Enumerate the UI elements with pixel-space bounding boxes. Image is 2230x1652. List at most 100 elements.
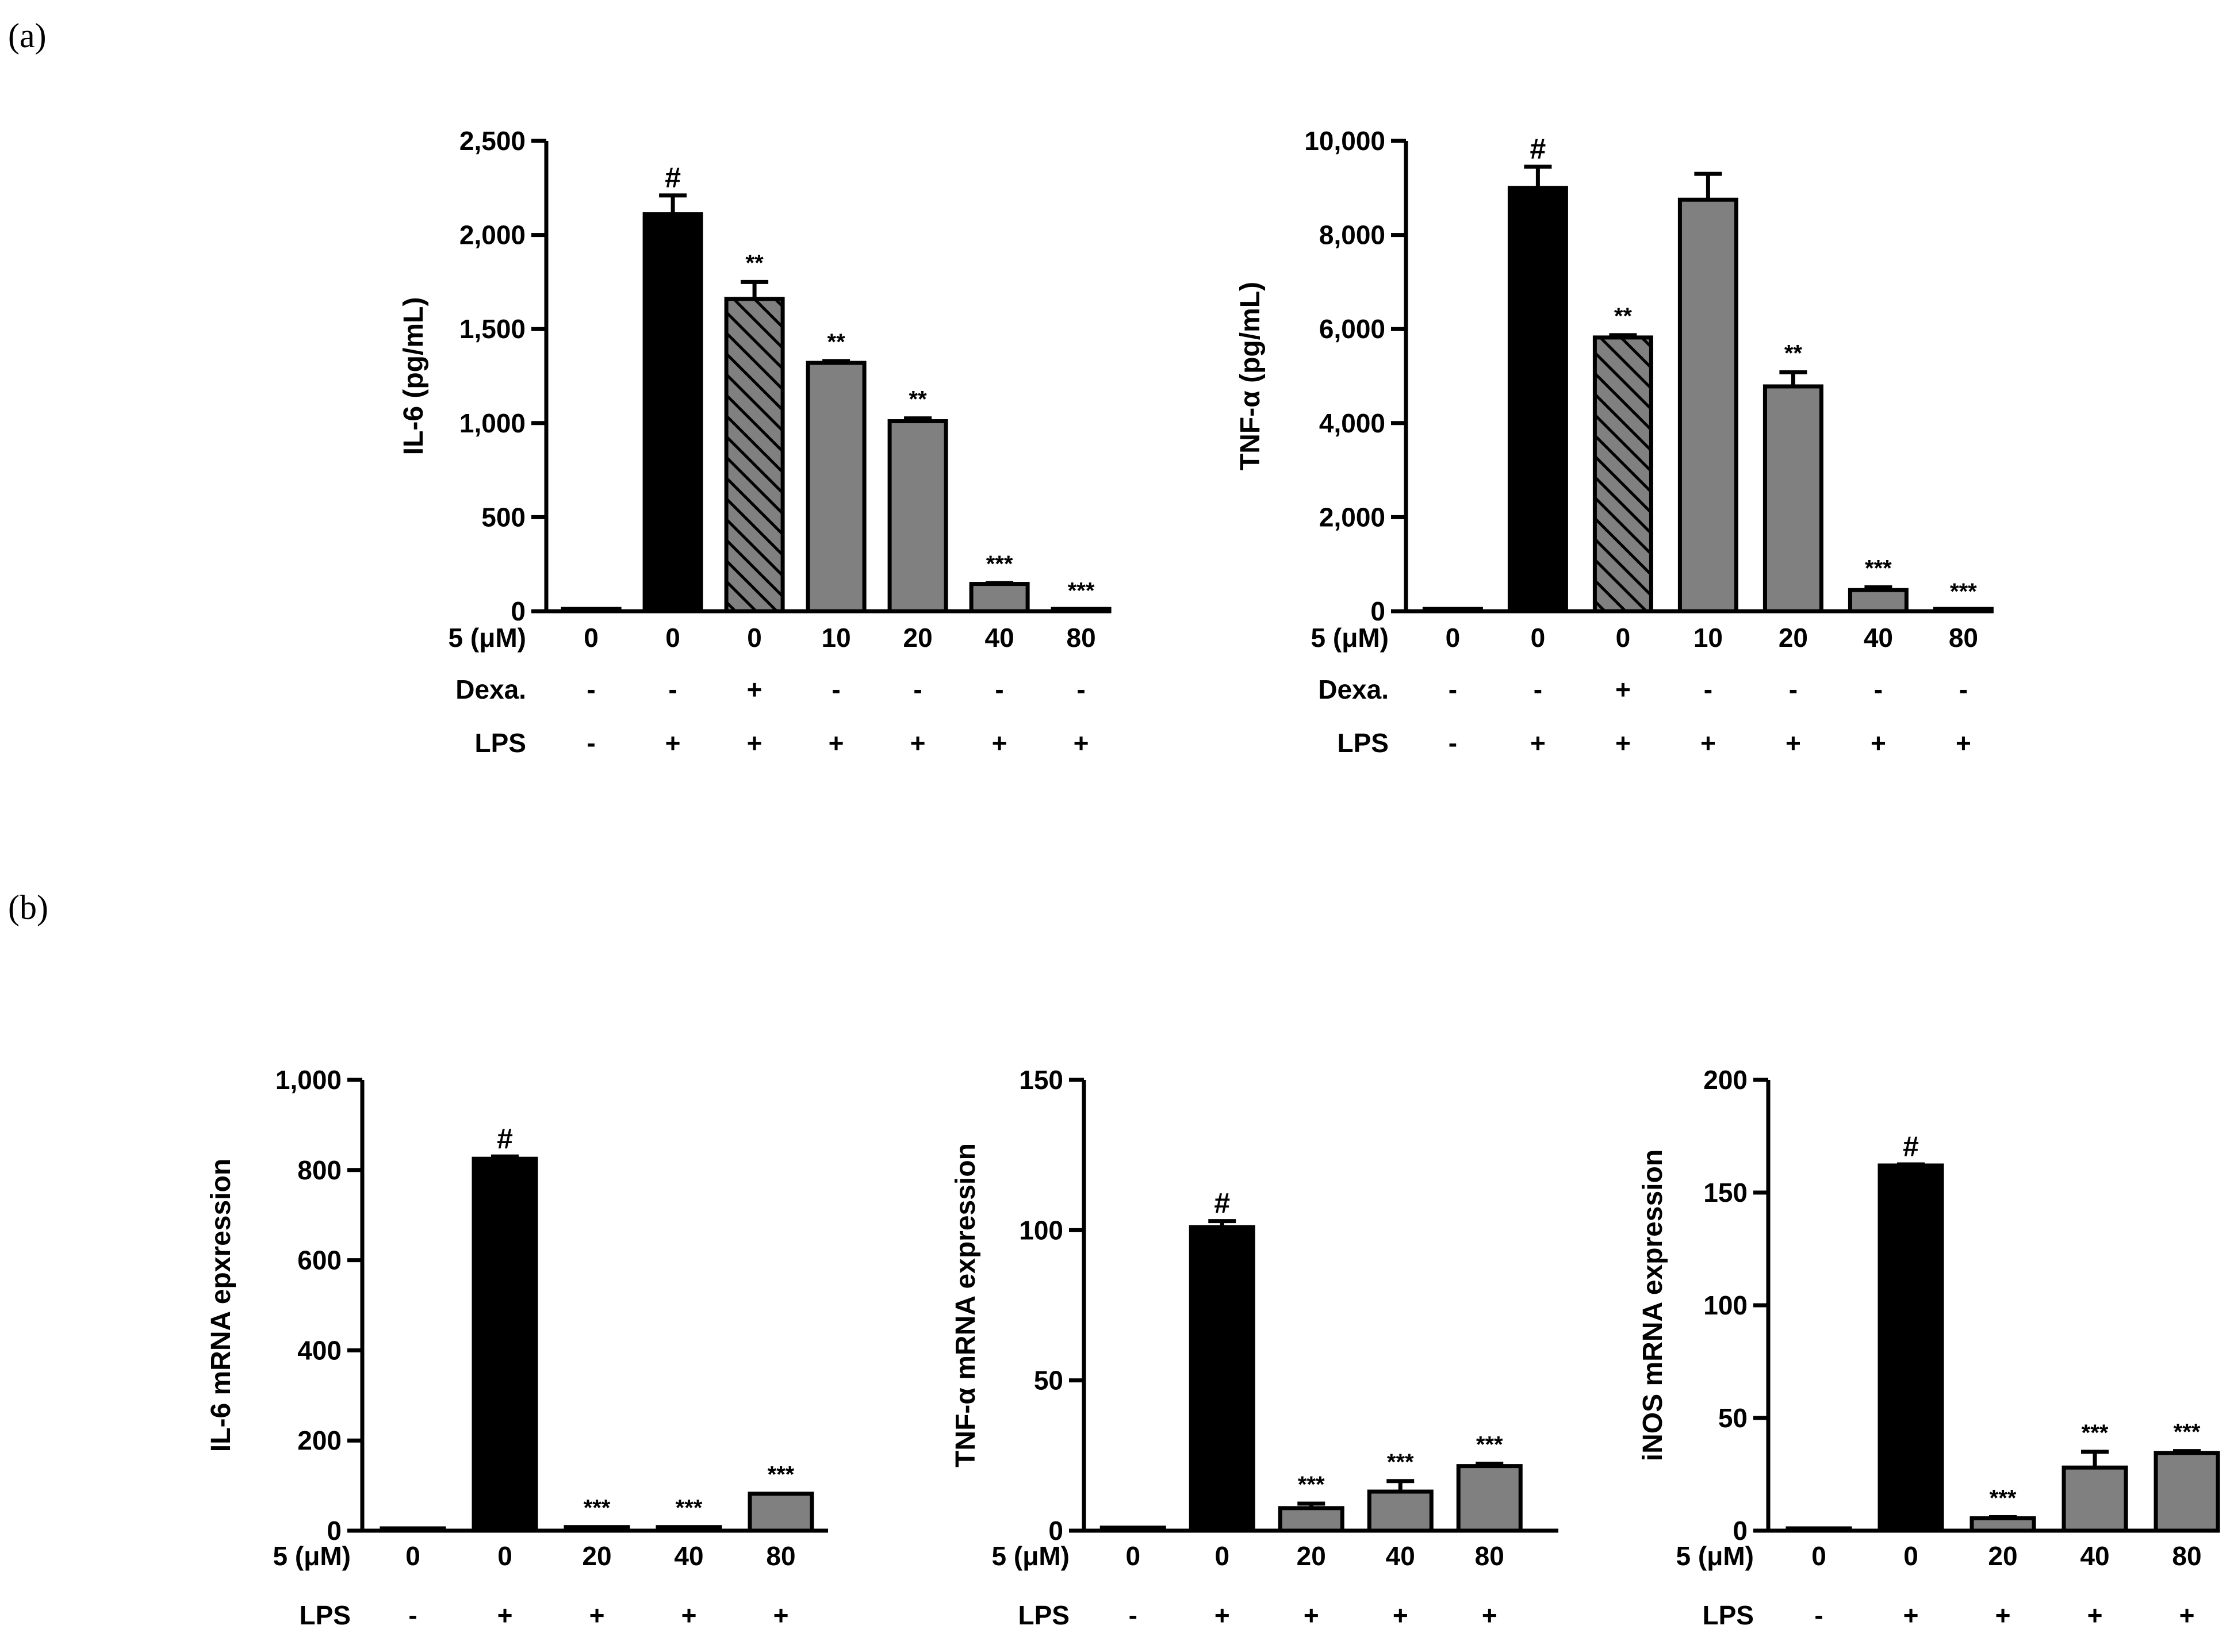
error-bar-3 [1609, 333, 1637, 338]
y-tick-label: 6,000 [1319, 314, 1385, 344]
y-tick-label: 8,000 [1319, 220, 1385, 250]
y-tick-label: 1,000 [275, 1065, 342, 1095]
error-bar-6 [1864, 585, 1892, 591]
y-tick-label: 1,500 [459, 314, 526, 344]
category-label: + [665, 728, 681, 758]
category-label: - [1789, 674, 1798, 704]
error-bar-2 [1208, 1219, 1236, 1228]
panel-label-b: (b) [8, 888, 48, 926]
error-bar-3 [741, 279, 769, 299]
category-label: + [1700, 728, 1716, 758]
category-label: 0 [1903, 1541, 1918, 1571]
category-label: + [1530, 728, 1546, 758]
bar-5 [1456, 1464, 1523, 1533]
category-label: 20 [1297, 1541, 1326, 1571]
y-tick-label: 0 [1370, 596, 1385, 626]
y-axis-title: TNF-α mRNA expression [951, 1143, 981, 1467]
category-label: 10 [1693, 623, 1723, 653]
category-label: 40 [674, 1541, 703, 1571]
significance-label-3: *** [1298, 1472, 1325, 1497]
category-label: 0 [584, 623, 599, 653]
category-label: + [2179, 1600, 2195, 1630]
row-label: 5 (μM) [273, 1541, 351, 1571]
y-tick-label: 200 [1703, 1065, 1748, 1095]
chart-il6-protein: #************05001,0001,5002,0002,500IL-… [399, 126, 1112, 758]
category-label: 80 [2172, 1541, 2201, 1571]
significance-label-4: ** [827, 329, 846, 355]
y-tick-label: 1,000 [459, 408, 526, 438]
error-bar-5 [904, 416, 932, 421]
category-label: 20 [1988, 1541, 2017, 1571]
significance-label-4: *** [2082, 1420, 2109, 1446]
row-label: 5 (μM) [449, 623, 526, 653]
bar-3 [1592, 335, 1653, 614]
category-label: + [1956, 728, 1971, 758]
error-bar-5 [1779, 370, 1807, 386]
significance-label-6: *** [1865, 555, 1892, 581]
bar-4 [1677, 197, 1738, 614]
category-label: + [1304, 1600, 1319, 1630]
category-label: 80 [1475, 1541, 1504, 1571]
category-label: 0 [1214, 1541, 1229, 1571]
bar-3 [724, 297, 785, 614]
bar-2 [1189, 1225, 1255, 1533]
category-label: - [1814, 1600, 1823, 1630]
category-label: + [1871, 728, 1886, 758]
category-label: - [1076, 674, 1085, 704]
bar-2 [472, 1156, 538, 1533]
bar-2 [1878, 1163, 1944, 1533]
significance-label-2: # [1903, 1130, 1919, 1163]
y-axis-title: IL-6 mRNA epxression [206, 1159, 236, 1452]
row-label: LPS [475, 728, 526, 758]
significance-label-5: ** [909, 387, 928, 412]
category-label: + [1214, 1600, 1230, 1630]
category-label: + [747, 728, 763, 758]
bar-5 [1762, 384, 1823, 614]
category-label: 0 [497, 1541, 512, 1571]
category-label: 40 [1386, 1541, 1415, 1571]
row-label: 5 (μM) [1311, 623, 1389, 653]
panel-label-a: (a) [8, 17, 47, 55]
bar-5 [2154, 1451, 2220, 1533]
error-bar-5 [2173, 1449, 2201, 1454]
significance-label-3: ** [1614, 304, 1633, 329]
y-tick-label: 2,000 [1319, 502, 1385, 532]
category-label: + [910, 728, 926, 758]
category-label: + [747, 674, 763, 704]
category-label: - [1449, 674, 1457, 704]
y-tick-label: 0 [1733, 1516, 1748, 1546]
category-label: 0 [1531, 623, 1546, 653]
y-tick-label: 200 [297, 1425, 342, 1455]
category-label: 0 [1125, 1541, 1140, 1571]
y-tick-label: 150 [1019, 1065, 1063, 1095]
y-tick-label: 100 [1019, 1215, 1063, 1245]
error-bar-2 [1897, 1162, 1925, 1167]
category-label: 0 [405, 1541, 420, 1571]
row-label: Dexa. [1318, 674, 1389, 704]
category-label: + [1393, 1600, 1408, 1630]
category-label: + [1903, 1600, 1919, 1630]
category-label: - [1959, 674, 1968, 704]
category-label: - [1129, 1600, 1137, 1630]
bar-6 [1848, 588, 1909, 614]
error-bar-2 [491, 1154, 519, 1159]
y-tick-label: 2,000 [459, 220, 526, 250]
bar-6 [969, 582, 1030, 614]
category-label: - [995, 674, 1003, 704]
row-label: LPS [1018, 1600, 1070, 1630]
category-label: - [587, 674, 595, 704]
significance-label-2: # [665, 162, 681, 194]
row-label: Dexa. [455, 674, 526, 704]
error-bar-4 [1386, 1479, 1415, 1492]
significance-label-5: *** [768, 1462, 795, 1488]
y-tick-label: 4,000 [1319, 408, 1385, 438]
category-label: 80 [766, 1541, 795, 1571]
category-label: - [1534, 674, 1542, 704]
significance-label-2: # [497, 1122, 513, 1155]
bar-4 [2062, 1465, 2128, 1533]
row-label: LPS [1703, 1600, 1754, 1630]
bar-3 [1278, 1506, 1344, 1533]
bar-5 [887, 419, 948, 614]
significance-label-2: # [1530, 133, 1546, 165]
